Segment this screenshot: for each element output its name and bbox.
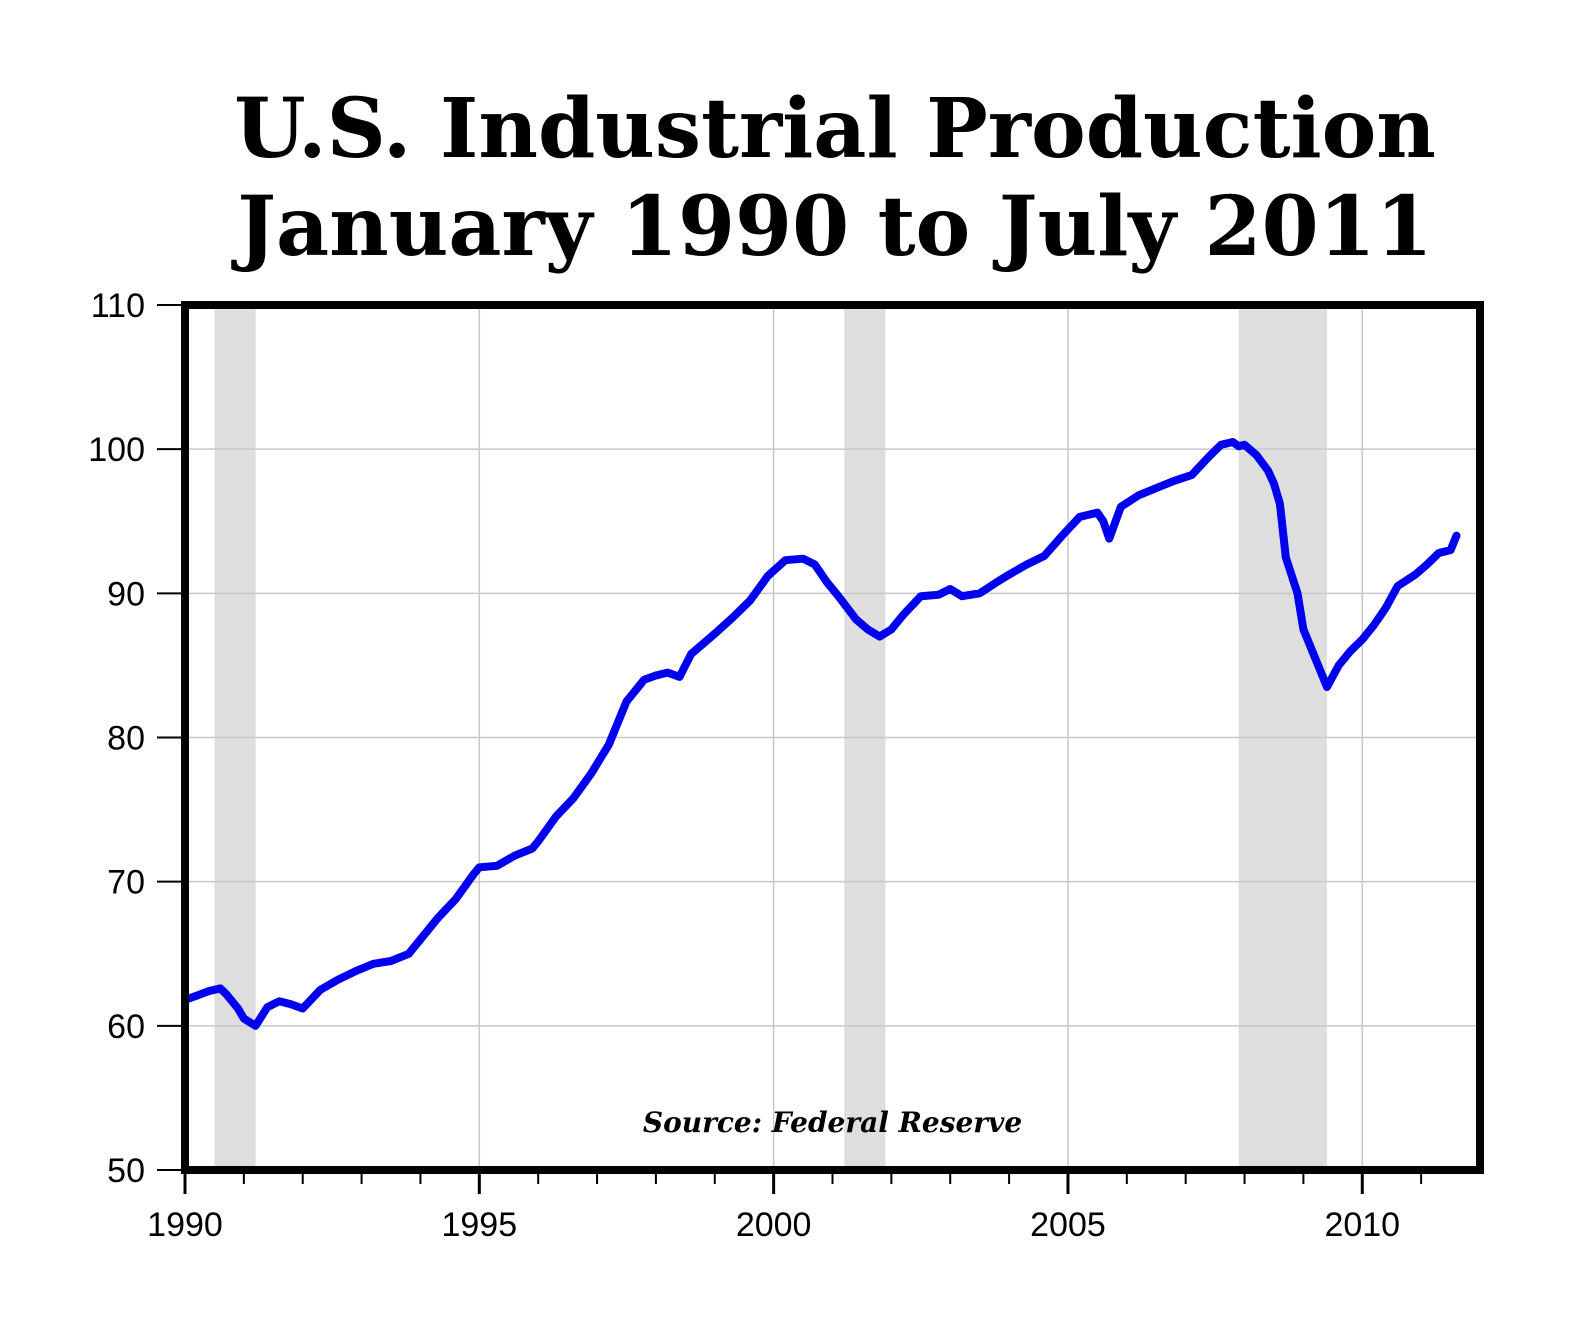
y-tick-label-100: 100 — [88, 431, 145, 469]
y-tick-label-60: 60 — [107, 1008, 145, 1046]
y-tick-label-90: 90 — [107, 575, 145, 613]
y-tick-label-80: 80 — [107, 720, 145, 758]
axis-tick-labels: 50 60 70 80 90 100 110 1990 1995 2000 2005 2010 — [88, 287, 1400, 1244]
grid-lines — [185, 305, 1480, 1170]
y-tick-label-110: 110 — [91, 287, 145, 325]
source-note: Source: Federal Reserve — [643, 1106, 1022, 1139]
chart-title: U.S. Industrial Production January 1990 … — [0, 80, 1590, 276]
x-tick-label-2000: 2000 — [736, 1206, 812, 1244]
chart-title-line-1: U.S. Industrial Production — [234, 81, 1436, 177]
y-tick-label-70: 70 — [107, 864, 145, 902]
x-tick-label-1990: 1990 — [147, 1206, 223, 1244]
x-tick-label-1995: 1995 — [441, 1206, 517, 1244]
x-tick-label-2010: 2010 — [1324, 1206, 1400, 1244]
axis-ticks — [157, 304, 1423, 1194]
x-tick-label-2005: 2005 — [1030, 1206, 1106, 1244]
series-line-layer — [181, 438, 1461, 1030]
chart-title-line-2: January 1990 to July 2011 — [237, 179, 1433, 275]
series-line-0 — [181, 438, 1461, 1030]
y-tick-label-50: 50 — [107, 1152, 145, 1190]
